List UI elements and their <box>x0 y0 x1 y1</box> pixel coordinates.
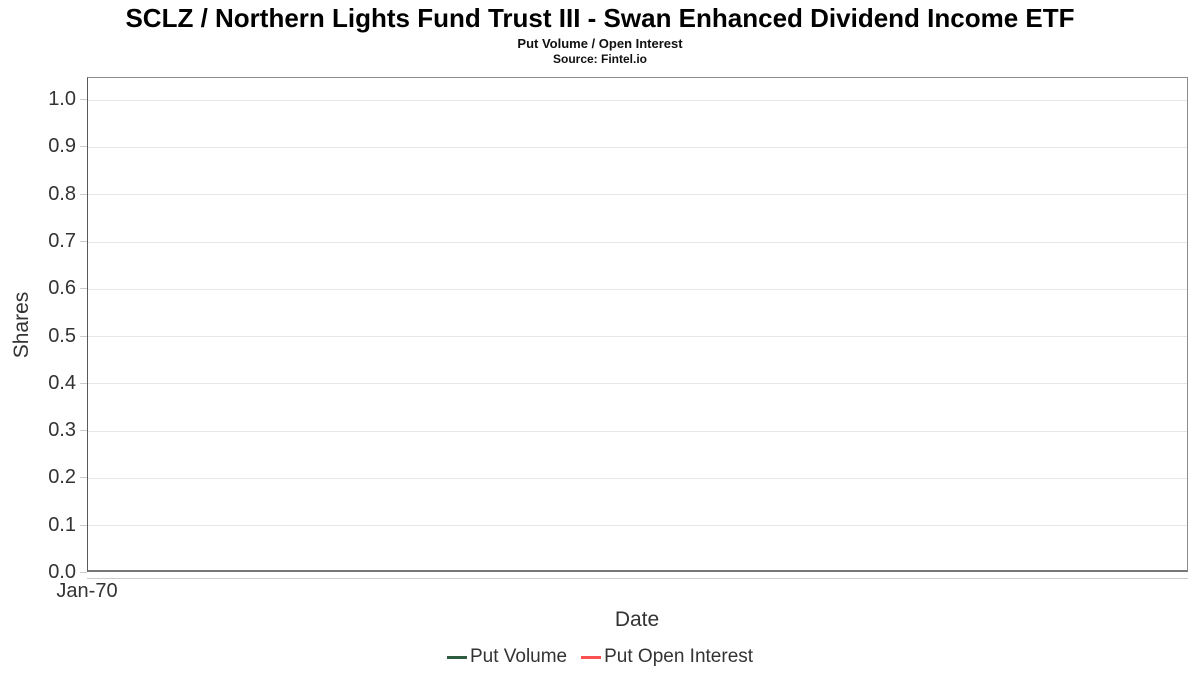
y-tick-mark-0.6 <box>80 288 87 290</box>
chart-subtitle: Put Volume / Open Interest <box>517 36 683 51</box>
gridline-y-0.8 <box>88 194 1187 196</box>
y-tick-label-0.1: 0.1 <box>48 513 76 536</box>
gridline-y-0.4 <box>88 383 1187 385</box>
y-tick-mark-0.4 <box>80 382 87 384</box>
legend-label-put-volume: Put Volume <box>469 646 568 667</box>
y-tick-mark-0.0 <box>80 572 87 573</box>
gridline-y-0.6 <box>88 288 1187 290</box>
y-tick-label-0.3: 0.3 <box>48 419 76 442</box>
y-tick-mark-0.7 <box>80 241 87 243</box>
y-tick-label-0.9: 0.9 <box>48 135 76 158</box>
gridline-y-0.7 <box>88 241 1187 243</box>
y-tick-mark-0.8 <box>80 193 87 195</box>
y-tick-mark-0.9 <box>80 146 87 148</box>
gridline-y-0.5 <box>88 336 1187 338</box>
x-axis-line <box>87 578 1188 579</box>
chart-legend: Put Volume Put Open Interest <box>0 646 1200 668</box>
y-tick-mark-0.2 <box>80 477 87 479</box>
y-tick-mark-0.5 <box>80 335 87 337</box>
legend-label-put-open-interest: Put Open Interest <box>604 646 754 667</box>
gridline-y-0.2 <box>88 477 1187 479</box>
y-tick-label-1.0: 1.0 <box>48 88 76 111</box>
legend-swatch-put-volume <box>446 655 467 659</box>
gridline-y-0.1 <box>88 525 1187 527</box>
gridline-y-0.9 <box>88 146 1187 148</box>
y-tick-mark-0.1 <box>80 524 87 526</box>
legend-item-put-open-interest[interactable]: Put Open Interest <box>581 646 753 668</box>
chart-source-caption: Source: Fintel.io <box>552 52 647 66</box>
y-tick-label-0.7: 0.7 <box>48 230 76 253</box>
y-tick-mark-1.0 <box>80 99 87 101</box>
y-tick-label-0.6: 0.6 <box>48 277 76 300</box>
y-tick-label-0.5: 0.5 <box>48 324 76 347</box>
y-tick-label-0.2: 0.2 <box>48 466 76 489</box>
x-axis-title: Date <box>614 608 660 631</box>
chart-title: SCLZ / Northern Lights Fund Trust III - … <box>125 3 1075 33</box>
y-tick-mark-0.3 <box>80 430 87 432</box>
y-tick-label-0.8: 0.8 <box>48 182 76 205</box>
plot-area <box>87 77 1188 572</box>
legend-item-put-volume[interactable]: Put Volume <box>446 646 568 668</box>
legend-swatch-put-open-interest <box>581 655 602 659</box>
x-tick-label: Jan-70 <box>56 580 118 602</box>
gridline-y-0.3 <box>88 430 1187 432</box>
gridline-y-1.0 <box>88 99 1187 101</box>
y-tick-label-0.0: 0.0 <box>48 561 76 583</box>
y-tick-label-0.4: 0.4 <box>48 371 76 394</box>
